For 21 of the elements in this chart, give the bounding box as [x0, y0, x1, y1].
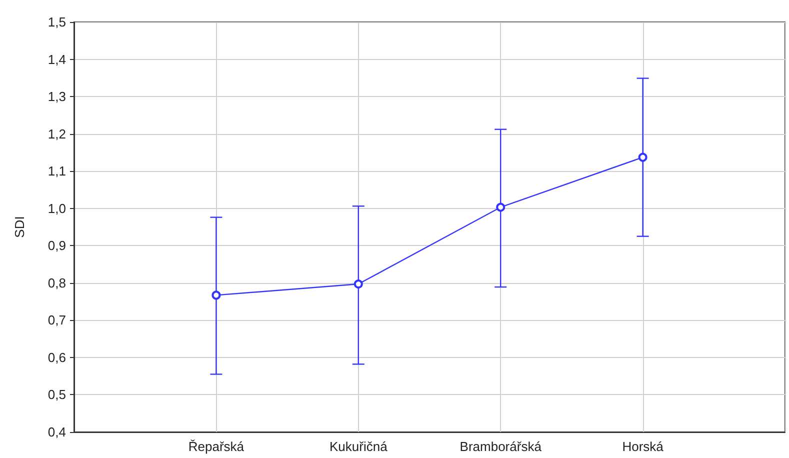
point	[354, 280, 363, 289]
point	[638, 152, 648, 162]
y-tick-label: 1,2	[48, 126, 66, 142]
y-axis-title: SDI	[12, 216, 27, 238]
point	[212, 290, 221, 300]
y-tick-label: 0,6	[48, 350, 66, 365]
point	[496, 202, 506, 212]
x-tick-label: Řepařská	[188, 439, 245, 454]
x-tick-label: Kukuřičná	[329, 439, 388, 454]
y-tick-label: 1,3	[48, 89, 66, 104]
x-tick-label: Horská	[622, 439, 664, 454]
y-tick-label: 1,4	[48, 52, 66, 67]
x-tick-label: Bramborářská	[460, 439, 542, 454]
y-tick-label: 0,9	[48, 238, 66, 254]
y-tick-label: 1,1	[48, 164, 66, 179]
y-tick-label: 0,4	[48, 424, 66, 440]
y-tick-label: 0,7	[48, 312, 66, 328]
y-tick-label: 1,0	[48, 200, 66, 216]
y-tick-label: 0,8	[48, 275, 66, 290]
y-tick-label: 1,5	[48, 14, 66, 30]
y-tick-label: 0,5	[48, 387, 66, 402]
